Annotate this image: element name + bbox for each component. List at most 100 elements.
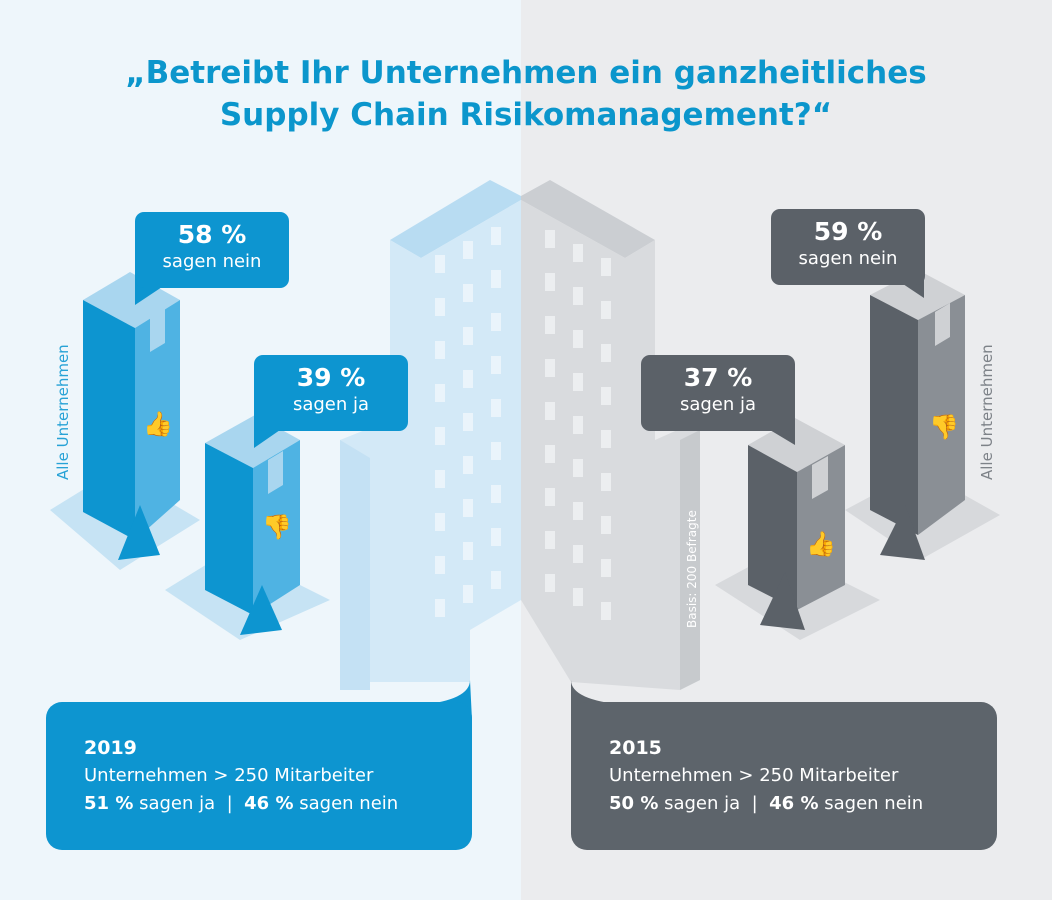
building-window [573,588,583,606]
building-window [545,445,555,463]
building-window [545,531,555,549]
bubble-percent: 59 % [813,217,883,246]
box-front [83,300,135,540]
building-window [435,513,445,531]
warning-icon [118,505,160,560]
building-window [491,571,501,589]
building-window [491,442,501,460]
thumbs-down-icon: 👎 [262,513,292,541]
building-window [463,284,473,302]
box-tape [268,451,283,494]
building-right-top [521,180,655,258]
building-window [573,244,583,262]
building-left-edge [340,440,370,690]
building-window [573,502,583,520]
building-window [601,473,611,491]
building-window [601,516,611,534]
building-window [573,330,583,348]
card-values: 51 % sagen ja | 46 % sagen nein [84,790,472,818]
building-window [601,344,611,362]
building-window [435,599,445,617]
building-left-face [340,200,521,690]
building-window [491,399,501,417]
building-window [435,470,445,488]
building-window [463,542,473,560]
side-label-right: Alle Unternehmen [978,344,996,480]
bubble-label: sagen ja [679,394,757,415]
ja-label: sagen ja [664,793,741,814]
building-window [601,301,611,319]
building-window [601,258,611,276]
warning-icon [880,505,925,560]
building-window [545,488,555,506]
building-window [463,413,473,431]
building-window [601,602,611,620]
nein-label: sagen nein [299,793,399,814]
box-tape [935,303,950,346]
box-top [870,270,965,320]
ja-percent: 51 % [84,793,134,814]
card-year: 2015 [609,737,662,759]
building-left-top [390,180,521,258]
building-window [601,559,611,577]
building-window [435,298,445,316]
box-side [797,445,845,610]
ja-percent: 50 % [609,793,659,814]
nein-percent: 46 % [769,793,819,814]
bubble-2019-ja: 39 % sagen ja [254,355,408,431]
bubble-percent: 39 % [296,363,366,392]
building-window [545,402,555,420]
card-2015: 2015 Unternehmen > 250 Mitarbeiter 50 % … [571,702,997,850]
building-right-edge [680,430,700,690]
building-window [463,327,473,345]
box-top [83,272,180,328]
building-window [545,359,555,377]
bubble-label: sagen ja [292,394,370,415]
building-window [573,373,583,391]
building-window [463,585,473,603]
nein-percent: 46 % [244,793,294,814]
building-window [463,241,473,259]
bubble-2015-nein: 59 % sagen nein [771,209,925,285]
building-window [545,273,555,291]
building-window [491,528,501,546]
nein-label: sagen nein [824,793,924,814]
building-window [545,316,555,334]
building-window [463,370,473,388]
bubble-label: sagen nein [798,248,898,269]
separator: | [226,793,233,814]
building-window [491,313,501,331]
building-window [573,459,583,477]
building-window [435,341,445,359]
card-subtitle: Unternehmen > 250 Mitarbeiter [609,765,899,786]
box-side [135,300,180,540]
warning-icon [760,572,805,630]
building-window [491,227,501,245]
warning-icon [240,585,282,635]
card-values: 50 % sagen ja | 46 % sagen nein [609,790,997,818]
bubble-2019-nein: 58 % sagen nein [135,212,289,288]
building-window [491,485,501,503]
building-window [573,287,583,305]
bubble-2015-ja: 37 % sagen ja [641,355,795,431]
building-window [491,356,501,374]
bubble-label: sagen nein [162,251,262,272]
building-window [491,270,501,288]
title-line-1: „Betreibt Ihr Unternehmen ein ganzheitli… [125,55,927,91]
building-window [435,255,445,273]
building-window [435,427,445,445]
title-line-2: Supply Chain Risikomanagement?“ [219,97,833,133]
box-front [870,295,918,535]
box-side [918,295,965,535]
box-tape [150,309,165,352]
box-front [205,443,253,615]
building-window [463,499,473,517]
building-window [435,384,445,402]
building-window [435,556,445,574]
side-label-left: Alle Unternehmen [54,344,72,480]
separator: | [751,793,758,814]
bubble-percent: 37 % [683,363,753,392]
box-top [748,418,845,472]
card-subtitle: Unternehmen > 250 Mitarbeiter [84,765,374,786]
